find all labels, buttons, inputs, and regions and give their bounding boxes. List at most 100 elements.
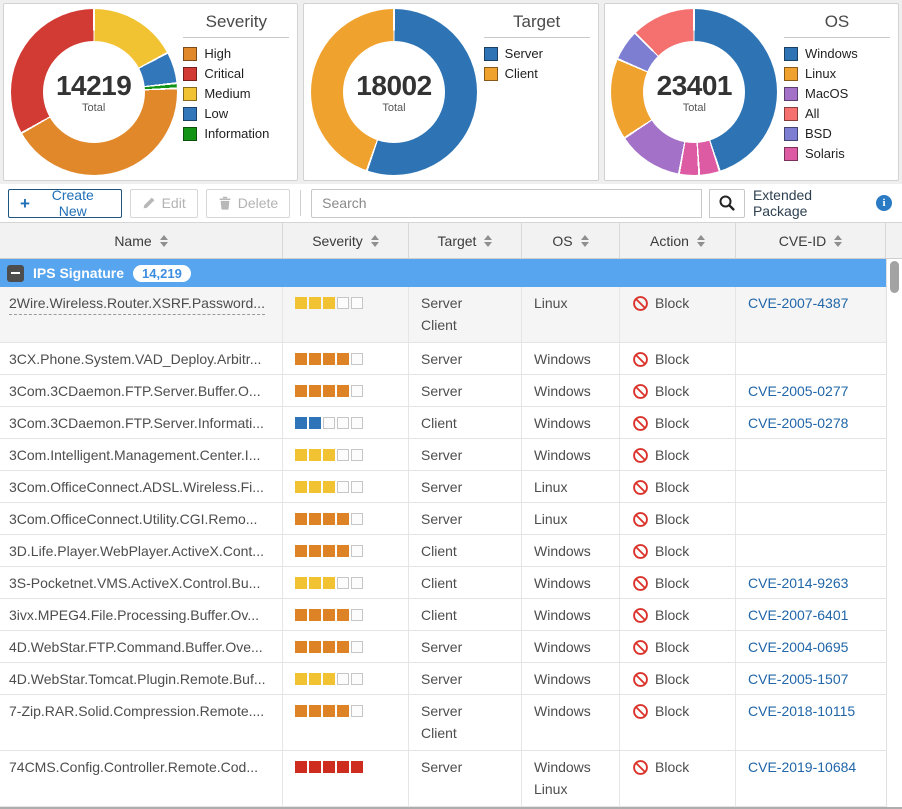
target-cell: Server Client (409, 695, 522, 750)
action-value: Block (632, 508, 731, 530)
table-row[interactable]: 3Com.OfficeConnect.ADSL.Wireless.Fi... Se… (0, 471, 886, 503)
action-label: Block (655, 543, 690, 559)
os-cell: Linux (522, 471, 620, 502)
action-value: Block (632, 444, 731, 466)
action-cell: Block (620, 567, 736, 598)
severity-square (295, 641, 307, 653)
table-row[interactable]: 3Com.3CDaemon.FTP.Server.Informati... Cli… (0, 407, 886, 439)
column-header-name[interactable]: Name (0, 223, 283, 258)
collapse-icon[interactable] (7, 264, 24, 282)
column-header-action[interactable]: Action (620, 223, 736, 258)
column-header-severity[interactable]: Severity (283, 223, 409, 258)
action-value: Block (632, 476, 731, 498)
block-icon (633, 383, 648, 399)
cve-cell: CVE-2007-4387 (736, 287, 886, 342)
cve-link[interactable]: CVE-2005-0277 (748, 383, 849, 399)
signature-name[interactable]: 7-Zip.RAR.Solid.Compression.Remote.... (9, 703, 265, 719)
trash-icon (219, 196, 231, 210)
column-header-cve[interactable]: CVE-ID (736, 223, 886, 258)
legend-item: Client (483, 66, 590, 81)
target-legend-items: Server Client (483, 46, 590, 86)
severity-square (323, 577, 335, 589)
cve-link[interactable]: CVE-2007-6401 (748, 607, 849, 623)
cve-link[interactable]: CVE-2007-4387 (748, 295, 849, 311)
cve-cell: CVE-2005-0278 (736, 407, 886, 438)
signature-name[interactable]: 3ivx.MPEG4.File.Processing.Buffer.Ov... (9, 607, 260, 623)
table-row[interactable]: 4D.WebStar.Tomcat.Plugin.Remote.Buf... Se… (0, 663, 886, 695)
target-cell: Server (409, 439, 522, 470)
table-row[interactable]: 3CX.Phone.System.VAD_Deploy.Arbitr... Ser… (0, 343, 886, 375)
signature-name[interactable]: 2Wire.Wireless.Router.XSRF.Password... (9, 292, 265, 315)
target-cell: Server (409, 503, 522, 534)
table-row[interactable]: 7-Zip.RAR.Solid.Compression.Remote.... Se… (0, 695, 886, 751)
severity-cell (283, 375, 409, 406)
cve-cell (736, 535, 886, 566)
cve-link[interactable]: CVE-2019-10684 (748, 759, 857, 775)
table-row[interactable]: 3Com.Intelligent.Management.Center.I... S… (0, 439, 886, 471)
signature-name[interactable]: 3Com.3CDaemon.FTP.Server.Buffer.O... (9, 383, 261, 399)
legend-label: Windows (804, 46, 858, 61)
vertical-scrollbar[interactable] (886, 259, 902, 809)
severity-cell (283, 407, 409, 438)
search-button[interactable] (709, 188, 745, 218)
signature-name[interactable]: 3Com.OfficeConnect.ADSL.Wireless.Fi... (9, 479, 264, 495)
cve-link[interactable]: CVE-2014-9263 (748, 575, 849, 591)
severity-indicator (295, 673, 404, 685)
os-chart-panel: 23401 Total OS Windows Linux MacOS All BSD So… (603, 3, 899, 181)
column-header-target[interactable]: Target (409, 223, 522, 258)
signature-name[interactable]: 3S-Pocketnet.VMS.ActiveX.Control.Bu... (9, 575, 261, 591)
legend-swatch (183, 46, 198, 61)
toolbar: +Create New Edit Delete Extended Package… (0, 184, 902, 222)
os-cell: Windows (522, 343, 620, 374)
os-cell: Windows (522, 599, 620, 630)
severity-square (323, 545, 335, 557)
signature-name[interactable]: 3Com.OfficeConnect.Utility.CGI.Remo... (9, 511, 258, 527)
signature-name[interactable]: 3Com.Intelligent.Management.Center.I... (9, 447, 261, 463)
os-value: Windows (534, 607, 591, 623)
create-new-button[interactable]: + Create New (8, 187, 122, 219)
os-donut-center: 23401 Total (643, 41, 746, 143)
action-cell: Block (620, 407, 736, 438)
cve-link[interactable]: CVE-2005-0278 (748, 415, 849, 431)
legend-label: High (204, 46, 232, 61)
table-row[interactable]: 3Com.3CDaemon.FTP.Server.Buffer.O... Serv… (0, 375, 886, 407)
target-value: Server (421, 671, 463, 687)
signature-name[interactable]: 74CMS.Config.Controller.Remote.Cod... (9, 759, 258, 775)
table-row[interactable]: 3D.Life.Player.WebPlayer.ActiveX.Cont...… (0, 535, 886, 567)
signature-name[interactable]: 3Com.3CDaemon.FTP.Server.Informati... (9, 415, 264, 431)
signature-name[interactable]: 3D.Life.Player.WebPlayer.ActiveX.Cont... (9, 543, 264, 559)
severity-indicator (295, 385, 404, 397)
severity-cell (283, 599, 409, 630)
signature-name[interactable]: 4D.WebStar.Tomcat.Plugin.Remote.Buf... (9, 671, 266, 687)
cve-link[interactable]: CVE-2005-1507 (748, 671, 849, 687)
edit-button[interactable]: Edit (129, 188, 198, 218)
severity-square (351, 449, 363, 461)
legend-label: Critical (204, 66, 245, 81)
severity-indicator (295, 545, 404, 557)
info-icon[interactable]: i (876, 195, 893, 211)
table-row[interactable]: 2Wire.Wireless.Router.XSRF.Password... Se… (0, 287, 886, 343)
table-body: IPS Signature 14,219 2Wire.Wireless.Rout… (0, 259, 886, 809)
legend-label: Information (204, 126, 270, 141)
legend-item: Information (183, 126, 289, 141)
target-cell: Server (409, 663, 522, 694)
table-row[interactable]: 3ivx.MPEG4.File.Processing.Buffer.Ov... C… (0, 599, 886, 631)
action-cell: Block (620, 343, 736, 374)
column-header-os[interactable]: OS (522, 223, 620, 258)
cve-link[interactable]: CVE-2018-10115 (748, 703, 856, 719)
cve-link[interactable]: CVE-2004-0695 (748, 639, 849, 655)
table-row[interactable]: 4D.WebStar.FTP.Command.Buffer.Ove... Serv… (0, 631, 886, 663)
severity-square (295, 417, 307, 429)
signature-name[interactable]: 4D.WebStar.FTP.Command.Buffer.Ove... (9, 639, 263, 655)
severity-square (309, 641, 321, 653)
signature-name[interactable]: 3CX.Phone.System.VAD_Deploy.Arbitr... (9, 351, 262, 367)
delete-button[interactable]: Delete (205, 188, 291, 218)
search-input[interactable] (311, 188, 702, 218)
scrollbar-thumb[interactable] (890, 261, 899, 293)
action-value: Block (632, 636, 731, 658)
table-row[interactable]: 74CMS.Config.Controller.Remote.Cod... Ser… (0, 751, 886, 807)
table-row[interactable]: 3Com.OfficeConnect.Utility.CGI.Remo... Se… (0, 503, 886, 535)
action-cell: Block (620, 751, 736, 806)
table-row[interactable]: 3S-Pocketnet.VMS.ActiveX.Control.Bu... Cl… (0, 567, 886, 599)
target-value: Server (421, 511, 463, 527)
